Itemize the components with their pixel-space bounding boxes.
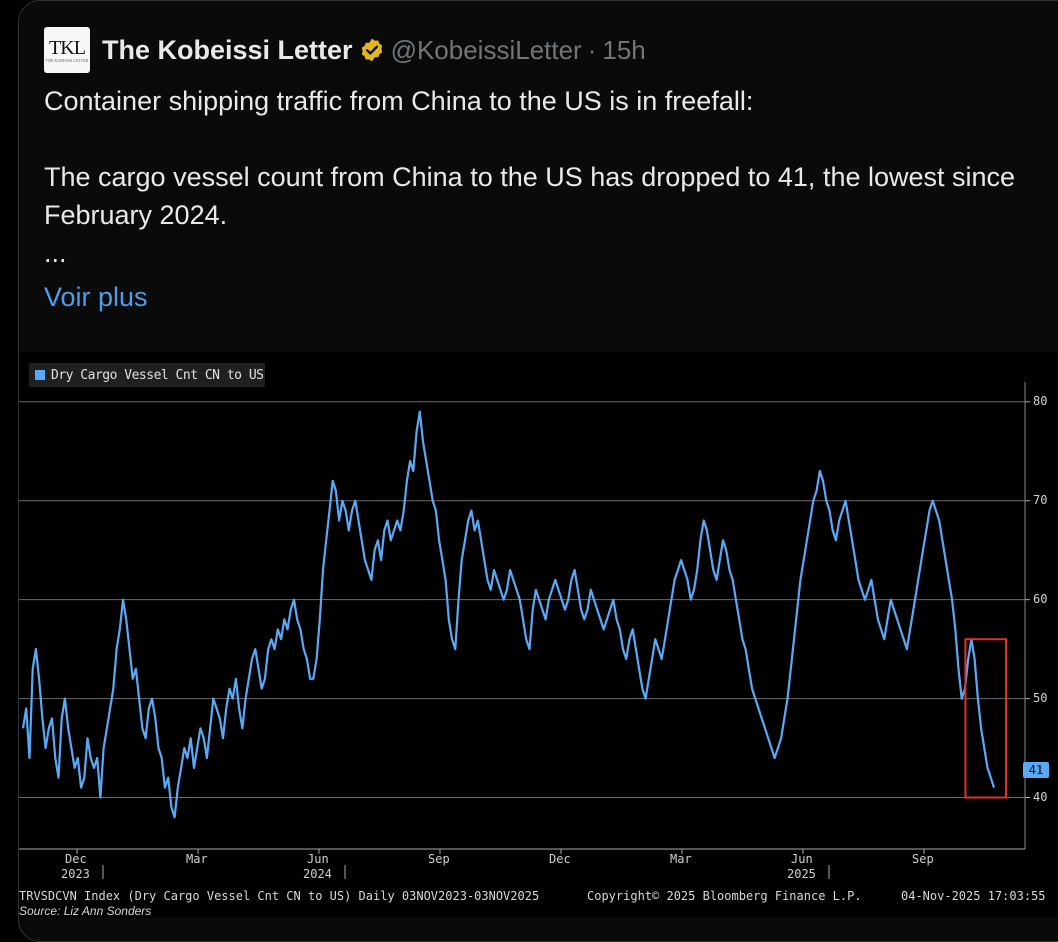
author-name[interactable]: The Kobeissi Letter — [102, 34, 353, 65]
dot-separator: · — [587, 34, 597, 65]
x-year-label: 2025 — [787, 867, 816, 881]
avatar-logo-subtext: THE KOBEISSI LETTER — [45, 57, 89, 63]
tweet-paragraph: ... — [44, 238, 67, 268]
y-tick-label: 50 — [1033, 690, 1048, 705]
x-tick-label: Dec — [65, 852, 87, 866]
chart-legend: Dry Cargo Vessel Cnt CN to US — [29, 363, 265, 387]
chart-footer-timestamp: 04-Nov-2025 17:03:55 — [901, 889, 1046, 903]
show-more-link[interactable]: Voir plus — [44, 282, 148, 312]
series-line-dry-cargo — [21, 410, 996, 819]
x-tick-label: Dec — [549, 852, 571, 866]
legend-swatch — [35, 370, 45, 380]
last-value-tag: 41 — [1023, 762, 1049, 778]
y-tick-label: 60 — [1033, 591, 1048, 606]
tweet-header: TKL THE KOBEISSI LETTER The Kobeissi Let… — [44, 27, 646, 73]
x-tick-label: Sep — [912, 852, 934, 866]
tweet-body: Container shipping traffic from China to… — [44, 82, 1034, 272]
chart-image[interactable]: Dry Cargo Vessel Cnt CN to US 80 70 60 50 40… — [19, 352, 1058, 918]
x-year-label: 2023 — [61, 867, 90, 881]
chart-footer-index: TRVSDCVN Index (Dry Cargo Vessel Cnt CN … — [19, 889, 540, 903]
author-handle[interactable]: @KobeissiLetter — [390, 34, 582, 65]
tweet-paragraph: The cargo vessel count from China to the… — [44, 162, 1016, 230]
y-tick-label: 40 — [1033, 789, 1048, 804]
y-tick-label: 70 — [1033, 492, 1048, 507]
y-tick-label: 80 — [1033, 393, 1048, 408]
author-avatar[interactable]: TKL THE KOBEISSI LETTER — [44, 27, 90, 73]
tweet-timestamp[interactable]: 15h — [602, 34, 646, 65]
verified-badge-icon — [359, 37, 385, 63]
chart-footer-copyright: Copyright© 2025 Bloomberg Finance L.P. — [587, 889, 862, 903]
avatar-logo-text: TKL — [49, 36, 86, 59]
line-chart — [19, 382, 1030, 879]
x-tick-label: Mar — [670, 852, 692, 866]
highlight-box — [964, 638, 1007, 799]
x-tick-label: Jun — [307, 852, 329, 866]
x-tick-label: Mar — [186, 852, 208, 866]
chart-source: Source: Liz Ann Sonders — [19, 904, 152, 918]
legend-label: Dry Cargo Vessel Cnt CN to US — [51, 367, 264, 383]
x-tick-label: Sep — [428, 852, 450, 866]
x-year-label: 2024 — [303, 867, 332, 881]
x-tick-label: Jun — [791, 852, 813, 866]
tweet-paragraph: Container shipping traffic from China to… — [44, 86, 754, 116]
